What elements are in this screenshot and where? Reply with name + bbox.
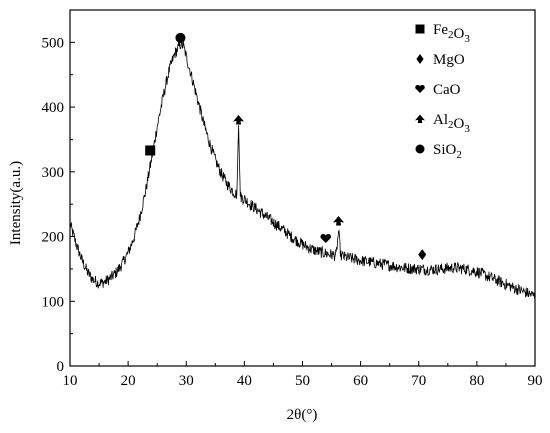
series-line-0 — [69, 39, 536, 299]
legend-label: Al2O3 — [433, 112, 470, 135]
legend-symbol-diamond — [416, 54, 424, 64]
x-tick-label: 70 — [411, 373, 426, 389]
legend-item: Fe2O3 — [415, 22, 470, 45]
legend-label: MgO — [433, 52, 465, 68]
x-tick-label: 60 — [353, 373, 368, 389]
y-tick-label: 300 — [42, 165, 65, 181]
peak-marker-square — [145, 145, 156, 156]
x-axis-label: 2θ(°) — [287, 407, 318, 423]
legend-item: SiO2 — [415, 142, 462, 161]
peak-marker-spade — [233, 115, 245, 125]
legend-label: CaO — [433, 82, 461, 98]
legend-label: Fe2O3 — [433, 22, 470, 45]
x-tick-label: 80 — [469, 373, 484, 389]
x-tick-label: 90 — [528, 373, 543, 389]
legend-item: Al2O3 — [415, 112, 470, 135]
legend-symbol-heart — [415, 84, 425, 94]
peak-marker-spade — [333, 216, 345, 226]
y-tick-label: 100 — [42, 294, 65, 310]
y-tick-label: 400 — [42, 100, 65, 116]
x-tick-label: 20 — [121, 373, 136, 389]
legend-symbol-square — [415, 24, 425, 34]
legend-symbol-circle — [415, 144, 425, 154]
y-tick-label: 0 — [57, 359, 65, 375]
y-axis-label: Intensity(a.u.) — [8, 161, 24, 245]
legend-symbol-spade — [415, 114, 425, 124]
x-tick-label: 40 — [237, 373, 252, 389]
y-axis: 0 100 200 300 400 500 — [42, 35, 75, 375]
y-tick-label: 200 — [42, 230, 65, 246]
legend-item: CaO — [415, 82, 461, 98]
legend-label: SiO2 — [433, 142, 462, 161]
y-tick-label: 500 — [42, 35, 65, 51]
peak-marker-heart — [320, 233, 332, 243]
x-tick-label: 30 — [179, 373, 194, 389]
peak-markers — [145, 32, 427, 261]
plot-area — [69, 9, 536, 367]
peak-marker-diamond — [418, 249, 427, 261]
legend: Fe2O3 MgO CaO Al2O3 SiO2 — [415, 22, 470, 161]
plot-frame — [69, 9, 536, 367]
x-tick-label: 10 — [63, 373, 78, 389]
peak-marker-circle — [175, 32, 186, 43]
legend-item: MgO — [416, 52, 465, 68]
x-tick-label: 50 — [295, 373, 310, 389]
x-axis: 10 20 30 40 50 60 70 80 90 — [63, 361, 543, 389]
